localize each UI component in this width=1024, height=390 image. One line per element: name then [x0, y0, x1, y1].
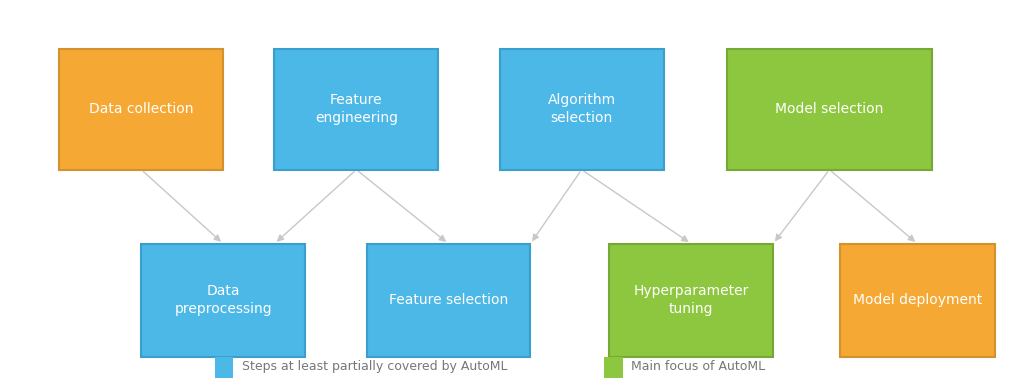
Text: Algorithm
selection: Algorithm selection [548, 93, 615, 126]
FancyBboxPatch shape [141, 244, 305, 357]
Text: Data collection: Data collection [89, 102, 194, 116]
Text: Model selection: Model selection [775, 102, 884, 116]
FancyBboxPatch shape [609, 244, 773, 357]
Text: Main focus of AutoML: Main focus of AutoML [631, 360, 765, 373]
FancyBboxPatch shape [840, 244, 995, 357]
Text: Feature
engineering: Feature engineering [314, 93, 398, 126]
Text: Steps at least partially covered by AutoML: Steps at least partially covered by Auto… [242, 360, 507, 373]
Text: Feature selection: Feature selection [389, 293, 508, 307]
Text: Data
preprocessing: Data preprocessing [174, 284, 272, 317]
FancyBboxPatch shape [500, 49, 664, 170]
FancyBboxPatch shape [274, 49, 438, 170]
FancyBboxPatch shape [215, 357, 233, 378]
FancyBboxPatch shape [727, 49, 932, 170]
Text: Model deployment: Model deployment [853, 293, 982, 307]
FancyBboxPatch shape [59, 49, 223, 170]
Text: Hyperparameter
tuning: Hyperparameter tuning [634, 284, 749, 317]
FancyBboxPatch shape [604, 357, 623, 378]
FancyBboxPatch shape [367, 244, 530, 357]
